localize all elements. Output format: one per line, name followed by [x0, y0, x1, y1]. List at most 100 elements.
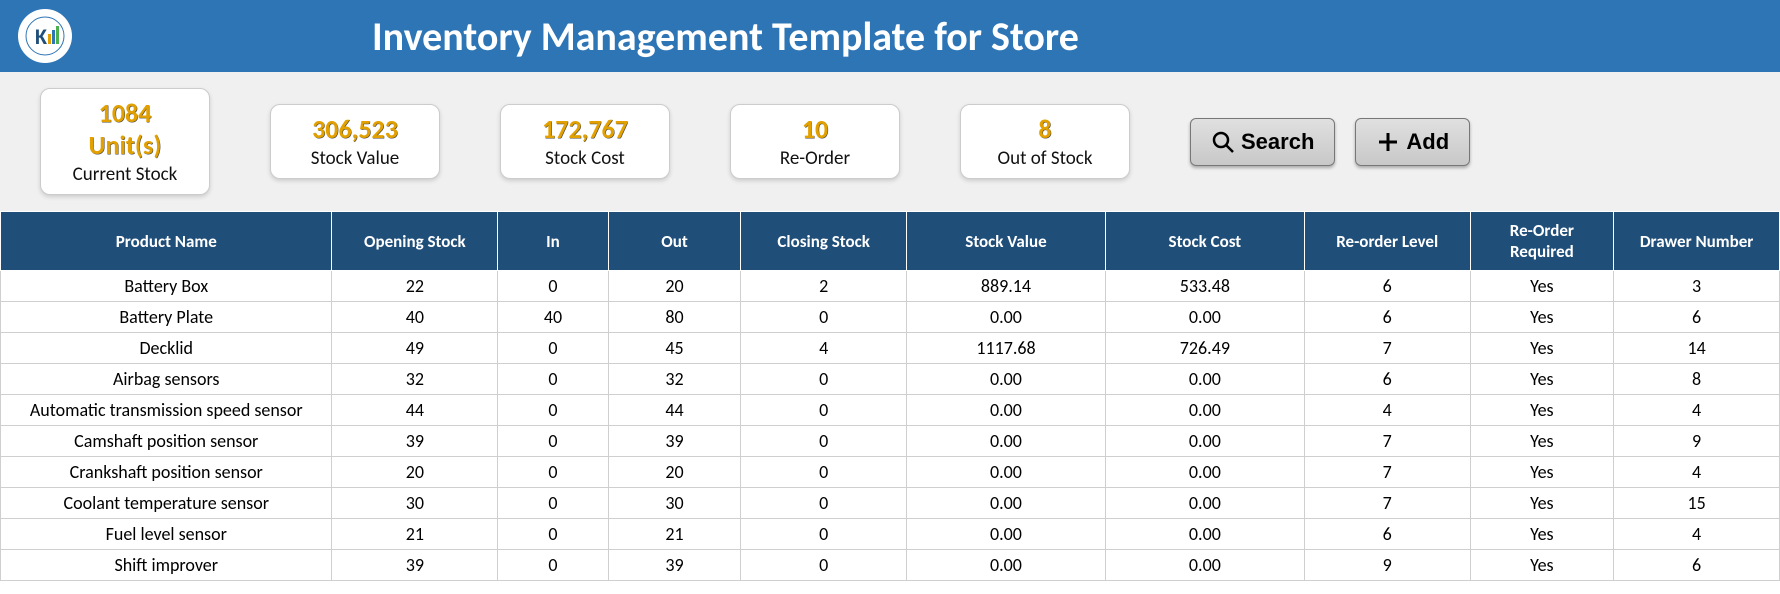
table-cell: 21: [332, 519, 498, 550]
table-cell: 0: [741, 519, 907, 550]
table-cell: Yes: [1470, 550, 1614, 581]
table-cell: 0: [498, 364, 608, 395]
col-out[interactable]: Out: [608, 212, 741, 271]
table-cell: 39: [332, 426, 498, 457]
col-reorder-req[interactable]: Re-Order Required: [1470, 212, 1614, 271]
table-cell: 4: [741, 333, 907, 364]
table-cell: 0.00: [907, 426, 1106, 457]
table-cell: 44: [332, 395, 498, 426]
table-row[interactable]: Camshaft position sensor3903900.000.007Y…: [1, 426, 1780, 457]
table-cell: 20: [608, 457, 741, 488]
table-cell: 9: [1304, 550, 1470, 581]
col-stock-cost[interactable]: Stock Cost: [1105, 212, 1304, 271]
svg-text:K: K: [35, 23, 47, 50]
app-header: K Inventory Management Template for Stor…: [0, 0, 1780, 72]
table-row[interactable]: Decklid4904541117.68726.497Yes14: [1, 333, 1780, 364]
table-cell: 0.00: [907, 364, 1106, 395]
add-button-label: Add: [1406, 129, 1449, 155]
table-cell: 44: [608, 395, 741, 426]
table-row[interactable]: Coolant temperature sensor3003000.000.00…: [1, 488, 1780, 519]
table-cell: 20: [608, 271, 741, 302]
table-cell: 0: [741, 364, 907, 395]
table-cell: 4: [1614, 519, 1780, 550]
summary-value: 1084 Unit(s): [69, 97, 181, 161]
table-row[interactable]: Fuel level sensor2102100.000.006Yes4: [1, 519, 1780, 550]
col-closing-stock[interactable]: Closing Stock: [741, 212, 907, 271]
col-opening-stock[interactable]: Opening Stock: [332, 212, 498, 271]
table-row[interactable]: Crankshaft position sensor2002000.000.00…: [1, 457, 1780, 488]
table-cell: 4: [1614, 395, 1780, 426]
table-cell: 39: [608, 426, 741, 457]
table-cell: 0.00: [1105, 519, 1304, 550]
table-cell: Yes: [1470, 488, 1614, 519]
table-cell: Coolant temperature sensor: [1, 488, 332, 519]
col-in[interactable]: In: [498, 212, 608, 271]
table-cell: 0: [498, 488, 608, 519]
table-cell: 0: [498, 333, 608, 364]
search-icon: [1211, 130, 1235, 154]
inventory-table: Product Name Opening Stock In Out Closin…: [0, 211, 1780, 581]
table-cell: Yes: [1470, 519, 1614, 550]
table-cell: 20: [332, 457, 498, 488]
col-stock-value[interactable]: Stock Value: [907, 212, 1106, 271]
table-cell: 0: [498, 426, 608, 457]
table-cell: 40: [498, 302, 608, 333]
table-cell: Camshaft position sensor: [1, 426, 332, 457]
table-cell: 0.00: [907, 395, 1106, 426]
table-cell: 0: [741, 550, 907, 581]
table-cell: 0.00: [907, 519, 1106, 550]
table-cell: 0: [498, 457, 608, 488]
table-cell: 15: [1614, 488, 1780, 519]
summary-label: Stock Cost: [529, 147, 641, 170]
table-cell: Shift improver: [1, 550, 332, 581]
table-cell: 4: [1614, 457, 1780, 488]
table-row[interactable]: Battery Box220202889.14533.486Yes3: [1, 271, 1780, 302]
table-cell: Yes: [1470, 395, 1614, 426]
table-cell: Airbag sensors: [1, 364, 332, 395]
table-cell: 2: [741, 271, 907, 302]
table-row[interactable]: Airbag sensors3203200.000.006Yes8: [1, 364, 1780, 395]
table-cell: 6: [1304, 302, 1470, 333]
table-cell: Yes: [1470, 457, 1614, 488]
table-cell: 6: [1304, 519, 1470, 550]
search-button[interactable]: Search: [1190, 118, 1335, 166]
add-button[interactable]: Add: [1355, 118, 1470, 166]
table-cell: Yes: [1470, 333, 1614, 364]
table-cell: 0.00: [1105, 426, 1304, 457]
summary-card-stock-value: 306,523 Stock Value: [270, 104, 440, 179]
table-cell: 0: [741, 426, 907, 457]
table-cell: 0.00: [1105, 550, 1304, 581]
summary-value: 172,767: [529, 113, 641, 145]
table-cell: 0.00: [1105, 395, 1304, 426]
table-cell: Battery Plate: [1, 302, 332, 333]
table-cell: 30: [332, 488, 498, 519]
table-cell: 7: [1304, 488, 1470, 519]
table-cell: 7: [1304, 457, 1470, 488]
search-button-label: Search: [1241, 129, 1314, 155]
col-product-name[interactable]: Product Name: [1, 212, 332, 271]
summary-card-reorder: 10 Re-Order: [730, 104, 900, 179]
table-header: Product Name Opening Stock In Out Closin…: [1, 212, 1780, 271]
table-row[interactable]: Battery Plate40408000.000.006Yes6: [1, 302, 1780, 333]
table-cell: 6: [1304, 364, 1470, 395]
logo-icon: K: [18, 9, 72, 63]
table-cell: 0.00: [907, 488, 1106, 519]
table-cell: Yes: [1470, 364, 1614, 395]
table-cell: Yes: [1470, 426, 1614, 457]
summary-label: Stock Value: [299, 147, 411, 170]
table-cell: 0.00: [1105, 302, 1304, 333]
table-cell: 45: [608, 333, 741, 364]
table-row[interactable]: Automatic transmission speed sensor44044…: [1, 395, 1780, 426]
col-reorder-level[interactable]: Re-order Level: [1304, 212, 1470, 271]
table-cell: 726.49: [1105, 333, 1304, 364]
table-cell: 0.00: [1105, 364, 1304, 395]
summary-label: Re-Order: [759, 147, 871, 170]
table-cell: 32: [608, 364, 741, 395]
table-cell: 7: [1304, 333, 1470, 364]
table-cell: 1117.68: [907, 333, 1106, 364]
table-row[interactable]: Shift improver3903900.000.009Yes6: [1, 550, 1780, 581]
table-cell: 0: [741, 457, 907, 488]
table-cell: 4: [1304, 395, 1470, 426]
col-drawer-number[interactable]: Drawer Number: [1614, 212, 1780, 271]
table-cell: 0: [498, 271, 608, 302]
